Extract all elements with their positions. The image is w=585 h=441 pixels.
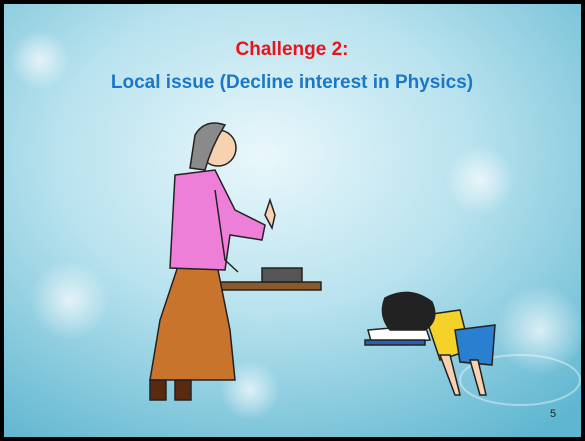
slide-background bbox=[4, 4, 581, 437]
slide-subtitle: Local issue (Decline interest in Physics… bbox=[111, 72, 473, 93]
slide-title: Challenge 2: bbox=[236, 39, 349, 60]
page: Challenge 2: Local issue (Decline intere… bbox=[0, 0, 585, 441]
page-number: 5 bbox=[550, 408, 556, 420]
slide: Challenge 2: Local issue (Decline intere… bbox=[0, 0, 585, 441]
